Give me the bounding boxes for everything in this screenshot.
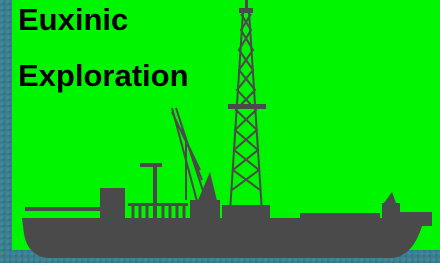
title-line: Euxinic <box>18 2 128 37</box>
page: Euxinic Exploration <box>0 0 440 263</box>
logo: Euxinic Exploration <box>0 0 440 263</box>
title-line: Exploration <box>18 58 189 93</box>
